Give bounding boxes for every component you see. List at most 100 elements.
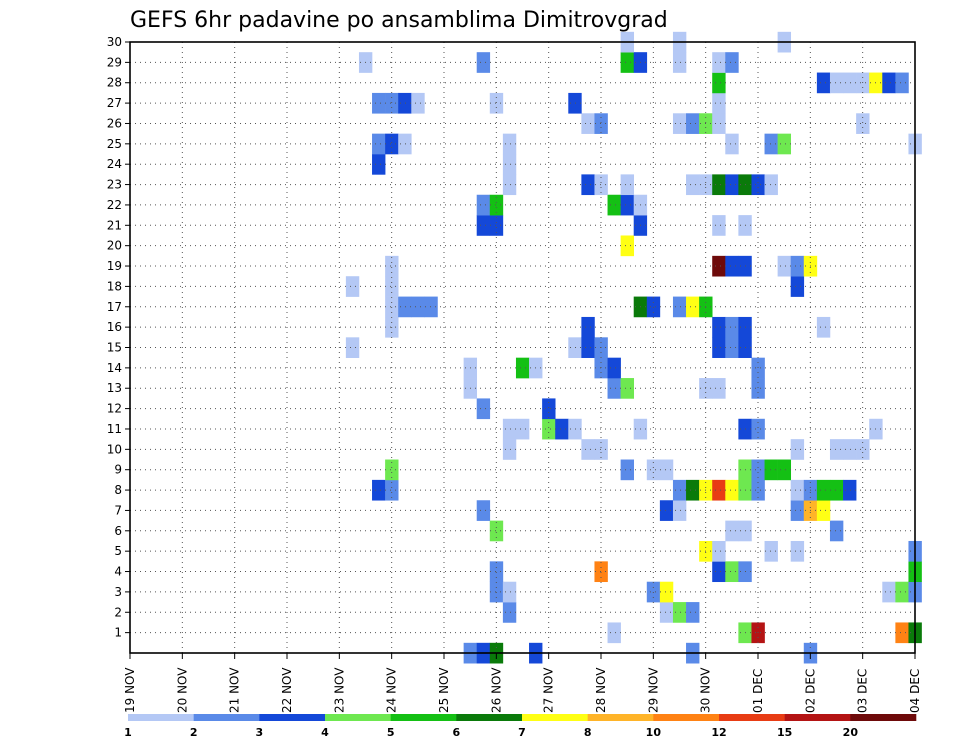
- y-tick-label: 1: [114, 626, 122, 640]
- y-tick-label: 3: [114, 585, 122, 599]
- precip-cell: [411, 296, 425, 318]
- precip-cell: [594, 174, 608, 196]
- precip-cell: [790, 500, 805, 521]
- y-tick-label: 20: [107, 239, 122, 253]
- x-tick-label: 27 NOV: [542, 667, 556, 713]
- precip-cell: [829, 520, 844, 542]
- precip-cell: [816, 479, 831, 501]
- precip-cell: [725, 255, 739, 277]
- precip-cell: [581, 316, 595, 338]
- precip-cell: [764, 174, 778, 196]
- precip-cell: [607, 378, 621, 399]
- precip-cell: [751, 459, 765, 481]
- precip-cell: [385, 133, 399, 155]
- y-tick-label: 15: [107, 341, 122, 355]
- legend-swatch: [850, 714, 917, 721]
- legend-swatch: [325, 714, 391, 721]
- precip-cell: [476, 398, 491, 420]
- precip-cell: [816, 500, 831, 521]
- x-tick-label: 04 DEC: [908, 669, 922, 713]
- x-tick-label: 20 NOV: [175, 667, 189, 713]
- precip-cell: [895, 72, 909, 94]
- precip-cell: [581, 337, 595, 358]
- x-tick-label: 21 NOV: [228, 667, 242, 713]
- x-tick-label: 23 NOV: [332, 667, 346, 713]
- precip-cell: [345, 276, 360, 297]
- x-axis: 19 NOV 20 NOV 21 NOV 22 NOV 23 NOV 24 NOV 25 N…: [123, 653, 922, 713]
- precip-cell: [712, 378, 726, 399]
- precip-cell: [476, 194, 491, 216]
- precip-cell: [829, 439, 844, 460]
- precip-cell: [555, 418, 569, 440]
- precip-cell: [659, 500, 674, 521]
- color-legend: 1 2 3 4 5 6 7 8 10 12 15 20: [124, 714, 917, 739]
- precip-cell: [751, 378, 765, 399]
- x-tick-label: 19 NOV: [123, 667, 137, 713]
- precip-cell: [659, 459, 674, 481]
- precip-cell: [725, 520, 739, 542]
- precip-cell: [620, 235, 635, 257]
- precip-cell: [790, 540, 805, 562]
- precip-cell: [725, 174, 739, 196]
- legend-swatch: [193, 714, 260, 721]
- precip-cell: [542, 418, 556, 440]
- precip-cell: [542, 398, 556, 420]
- precip-cell: [843, 439, 857, 460]
- legend-label: 10: [646, 726, 662, 739]
- precip-cell: [816, 72, 831, 94]
- precip-cell: [712, 540, 726, 562]
- y-tick-label: 25: [107, 137, 122, 151]
- y-tick-label: 26: [107, 116, 122, 130]
- precip-cell: [895, 622, 909, 644]
- precip-cell: [607, 194, 621, 216]
- legend-swatch: [719, 714, 785, 721]
- precip-cell: [411, 92, 425, 114]
- precip-cell: [385, 459, 399, 481]
- precip-cell: [372, 92, 386, 114]
- precip-cell: [502, 581, 517, 603]
- precip-cell: [712, 255, 726, 277]
- precip-cell: [646, 459, 661, 481]
- x-tick-label: 24 NOV: [385, 667, 399, 713]
- precip-cell: [620, 459, 635, 481]
- precip-cell: [672, 113, 687, 134]
- y-tick-label: 30: [107, 35, 122, 49]
- precip-cell: [581, 113, 595, 134]
- precip-cell: [712, 92, 726, 114]
- y-tick-label: 28: [107, 76, 122, 90]
- precip-cell: [476, 52, 491, 73]
- x-tick-label: 01 DEC: [751, 669, 765, 713]
- precip-cell: [502, 174, 517, 196]
- precip-cell: [751, 418, 765, 440]
- precip-cell: [489, 215, 504, 236]
- precip-cell: [489, 561, 504, 583]
- precip-cell: [856, 439, 870, 460]
- legend-swatch: [259, 714, 326, 721]
- precip-cell: [712, 561, 726, 583]
- legend-label: 20: [843, 726, 859, 739]
- precip-cell: [568, 337, 582, 358]
- y-tick-label: 2: [114, 605, 122, 619]
- precip-cell: [646, 296, 661, 318]
- precip-cell: [385, 479, 399, 501]
- precip-cell: [476, 500, 491, 521]
- precip-cell: [502, 418, 517, 440]
- precip-cell: [515, 418, 530, 440]
- legend-swatch: [784, 714, 851, 721]
- y-tick-label: 17: [107, 300, 122, 314]
- precip-cell: [672, 602, 687, 623]
- precip-cell: [712, 215, 726, 236]
- precip-cell: [489, 92, 504, 114]
- precip-cell: [345, 337, 360, 358]
- precip-cell: [581, 174, 595, 196]
- y-tick-label: 27: [107, 96, 122, 110]
- legend-swatch: [653, 714, 720, 721]
- chart-title: GEFS 6hr padavine po ansamblima Dimitrov…: [130, 8, 668, 33]
- legend-label: 6: [453, 726, 461, 739]
- precip-cell: [712, 72, 726, 94]
- precip-cell: [712, 113, 726, 134]
- x-tick-label: 30 NOV: [699, 667, 713, 713]
- y-tick-label: 16: [107, 320, 122, 334]
- precip-cell: [581, 439, 595, 460]
